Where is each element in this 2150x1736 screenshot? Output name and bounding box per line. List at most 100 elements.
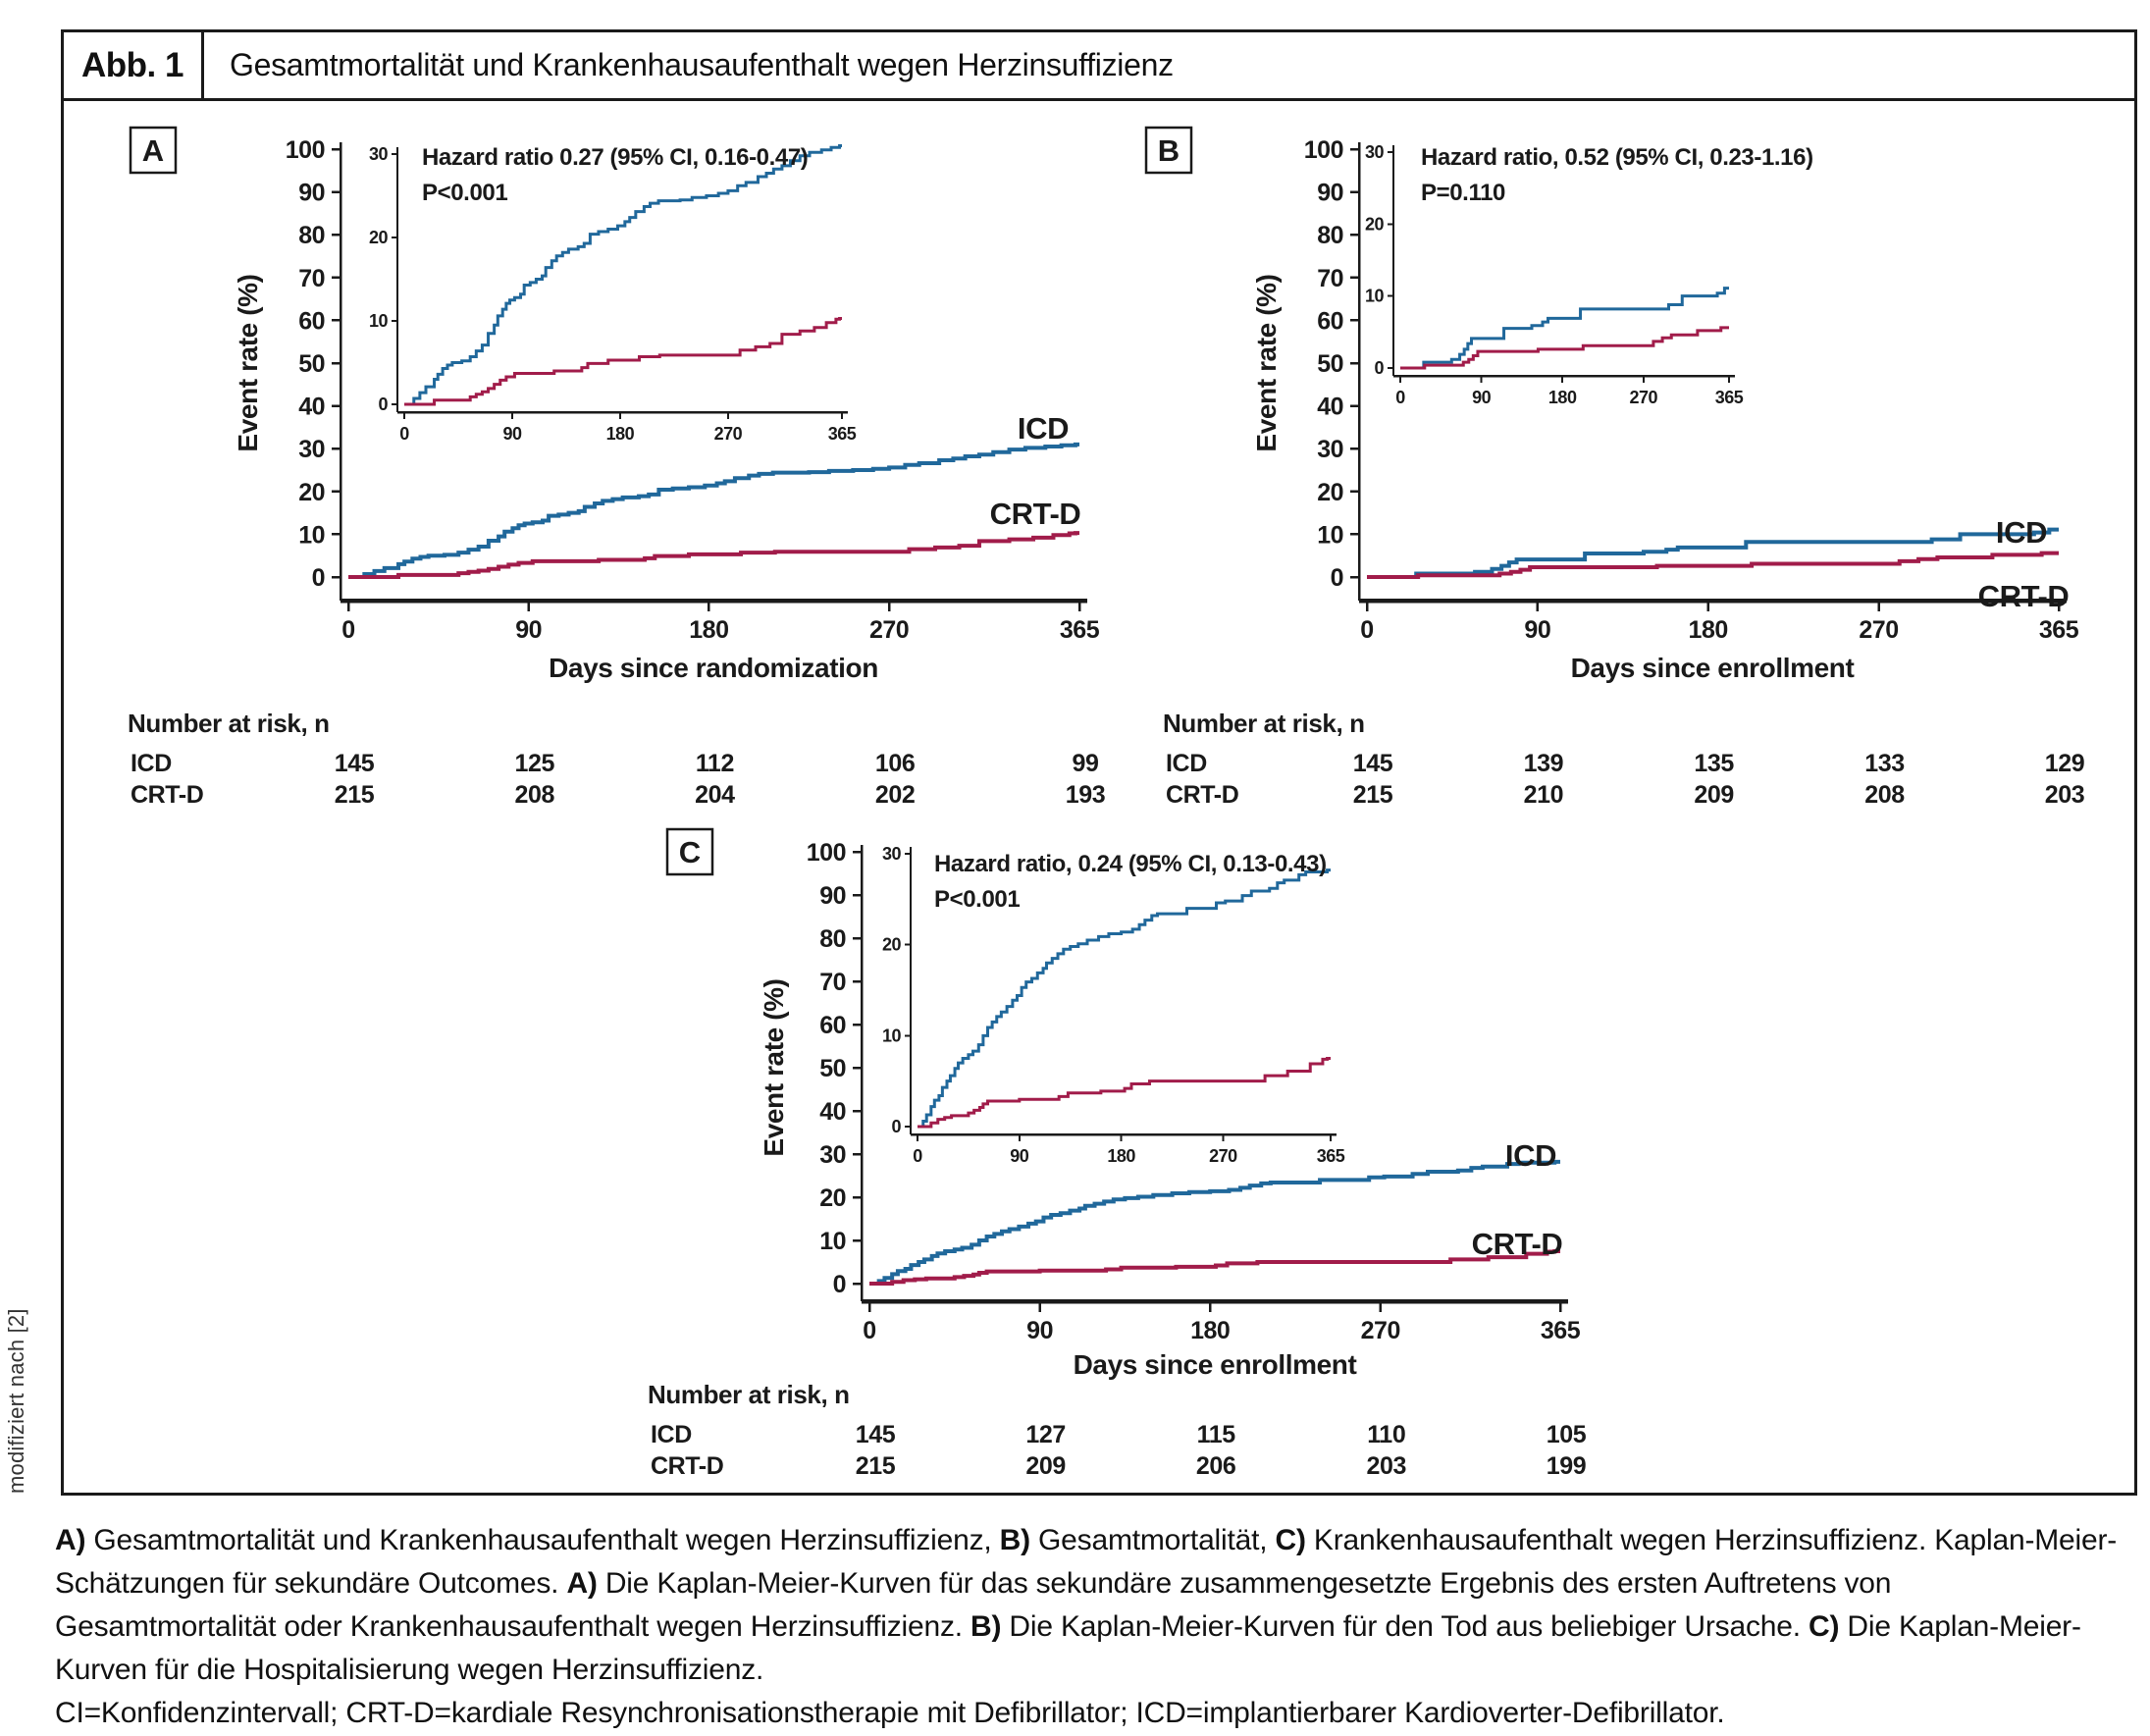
- panel-c-nar-row-label-crt-d: CRT-D: [651, 1452, 723, 1480]
- figure-header: Abb. 1 Gesamtmortalität und Krankenhausa…: [64, 32, 2134, 101]
- panel-c-crtd-label: CRT-D: [1472, 1227, 1563, 1261]
- panel-a-nar-row-label-crt-d: CRT-D: [131, 781, 203, 809]
- panel-c-nar-value: 203: [1367, 1452, 1407, 1480]
- panel-a-nar-value: 106: [875, 750, 916, 777]
- km-curve-crt-d-panel-b: [1367, 551, 2059, 579]
- panel-a-y-tick-label: 70: [298, 265, 325, 292]
- caption-segment: Die Kaplan-Meier-Kurven für die Hospital…: [55, 1610, 2081, 1686]
- panel-b-y-tick-label: 20: [1317, 479, 1343, 506]
- panel-c-y-tick-label: 60: [819, 1012, 846, 1039]
- panel-a-letter-box: [129, 126, 178, 175]
- panel-a-hazard-ratio-text: Hazard ratio 0.27 (95% CI, 0.16-0.47): [422, 144, 808, 171]
- panel-a-inset-y-tick-label: 20: [369, 228, 389, 247]
- panel-c-nar-value: 206: [1196, 1452, 1236, 1480]
- km-curve-icd-panel-a: [348, 442, 1079, 579]
- panel-a-y-tick-label: 20: [298, 479, 325, 506]
- panel-b-inset-x-tick-label: 180: [1548, 388, 1577, 407]
- panel-b-inset-x-tick-label: 0: [1395, 388, 1405, 407]
- panel-c-nar-value: 115: [1197, 1421, 1236, 1448]
- panel-b-y-tick-label: 50: [1317, 350, 1343, 378]
- panel-a-icd-label: ICD: [1018, 411, 1069, 446]
- panel-c-x-tick-label: 270: [1361, 1317, 1400, 1344]
- panel-b-nar-value: 210: [1524, 781, 1564, 809]
- panel-c-inset-x-tick-label: 0: [913, 1146, 922, 1166]
- panel-c-nar-value: 110: [1367, 1421, 1405, 1448]
- panel-b-nar-value: 129: [2045, 750, 2085, 777]
- km-curve-icd-panel-b: [1367, 527, 2059, 579]
- panel-b-inset-x-tick-label: 365: [1715, 388, 1744, 407]
- caption-abbreviations: CI=Konfidenzintervall; CRT-D=kardiale Re…: [55, 1697, 1725, 1729]
- panel-c-inset-x-tick-label: 180: [1107, 1146, 1135, 1166]
- panel-b-y-tick-label: 60: [1317, 307, 1343, 335]
- panel-c-nar-value: 209: [1025, 1452, 1066, 1480]
- panel-b-y-tick-label: 10: [1317, 521, 1343, 549]
- panel-c-number-at-risk-title: Number at risk, n: [648, 1380, 850, 1409]
- panel-b-p-value-text: P=0.110: [1421, 180, 1505, 206]
- panel-a-y-tick-label: 40: [298, 394, 325, 421]
- panel-a-p-value-text: P<0.001: [422, 180, 507, 206]
- panel-b-x-tick-label: 0: [1360, 616, 1373, 644]
- panel-b-inset-x-tick-label: 90: [1472, 388, 1492, 407]
- panel-b-y-tick-label: 0: [1331, 564, 1343, 592]
- panel-a-inset-x-tick-label: 365: [828, 424, 857, 444]
- panel-c-y-tick-label: 30: [819, 1141, 846, 1169]
- panel-c-inset-y-tick-label: 10: [882, 1026, 902, 1045]
- panel-b-nar-value: 215: [1353, 781, 1393, 809]
- panel-a-nar-value: 145: [335, 750, 375, 777]
- km-inset-curve-icd-panel-a: [404, 144, 842, 406]
- panel-b-hazard-ratio-text: Hazard ratio, 0.52 (95% CI, 0.23-1.16): [1421, 144, 1813, 171]
- panel-c-nar-value: 199: [1547, 1452, 1587, 1480]
- panel-b-y-tick-label: 40: [1317, 394, 1343, 421]
- km-inset-curve-crt-d-panel-b: [1400, 326, 1729, 370]
- panel-b-x-axis-title: Days since enrollment: [1571, 653, 1855, 683]
- panel-a-nar-value: 204: [695, 781, 735, 809]
- panel-c-inset-x-tick-label: 270: [1209, 1146, 1237, 1166]
- panel-b-inset-y-tick-label: 30: [1365, 142, 1385, 162]
- panel-c-x-tick-label: 180: [1190, 1317, 1230, 1344]
- panel-a-y-axis-title: Event rate (%): [233, 274, 263, 451]
- panel-b-inset-y-tick-label: 20: [1365, 214, 1385, 234]
- panel-a-y-tick-label: 100: [286, 136, 325, 164]
- panel-c-nar-value: 145: [856, 1421, 896, 1448]
- panel-a-y-tick-label: 0: [312, 564, 325, 592]
- panel-b-y-tick-label: 100: [1304, 136, 1343, 164]
- panel-a-nar-value: 125: [514, 750, 554, 777]
- panel-b-nar-value: 145: [1353, 750, 1393, 777]
- panel-c-y-tick-label: 20: [819, 1184, 846, 1212]
- panel-a-inset-y-tick-label: 0: [378, 395, 388, 414]
- panel-b-number-at-risk-title: Number at risk, n: [1163, 709, 1365, 738]
- panel-b-nar-row-label-icd: ICD: [1166, 750, 1207, 777]
- panel-c-p-value-text: P<0.001: [934, 886, 1020, 913]
- panel-b-inset-y-tick-label: 10: [1365, 287, 1385, 306]
- panel-c-letter-box: [665, 827, 714, 876]
- panel-c-y-axis-title: Event rate (%): [759, 978, 789, 1156]
- caption-panel-marker: B): [999, 1524, 1030, 1556]
- figure-title: Gesamtmortalität und Krankenhausaufentha…: [230, 47, 1174, 82]
- panel-c-x-tick-label: 365: [1541, 1317, 1581, 1344]
- panel-b-letter-box: [1144, 126, 1193, 175]
- km-curve-icd-panel-c: [869, 1159, 1560, 1286]
- panel-c-nar-row-label-icd: ICD: [651, 1421, 692, 1448]
- caption-segment: Die Kaplan-Meier-Kurven für das sekundär…: [55, 1567, 1892, 1643]
- panel-b-nar-value: 208: [1864, 781, 1905, 809]
- panel-b-y-tick-label: 90: [1317, 180, 1343, 207]
- panel-c-hazard-ratio-text: Hazard ratio, 0.24 (95% CI, 0.13-0.43): [934, 851, 1327, 877]
- panel-b-x-tick-label: 270: [1859, 616, 1898, 644]
- panel-a-y-tick-label: 60: [298, 307, 325, 335]
- panel-a-nar-value: 112: [696, 750, 734, 777]
- panel-c-inset-y-tick-label: 20: [882, 935, 902, 955]
- panel-a-nar-row-label-icd: ICD: [131, 750, 172, 777]
- panel-b-letter: B: [1158, 133, 1180, 168]
- panel-a-x-tick-label: 0: [341, 616, 354, 644]
- panel-a-nar-value: 208: [514, 781, 554, 809]
- panel-b-nar-value: 209: [1694, 781, 1734, 809]
- panel-c-y-tick-label: 0: [833, 1271, 846, 1298]
- panel-c-y-tick-label: 40: [819, 1098, 846, 1126]
- panel-b-y-tick-label: 30: [1317, 436, 1343, 463]
- panel-c-y-tick-label: 100: [807, 839, 846, 867]
- panel-a-y-tick-label: 50: [298, 350, 325, 378]
